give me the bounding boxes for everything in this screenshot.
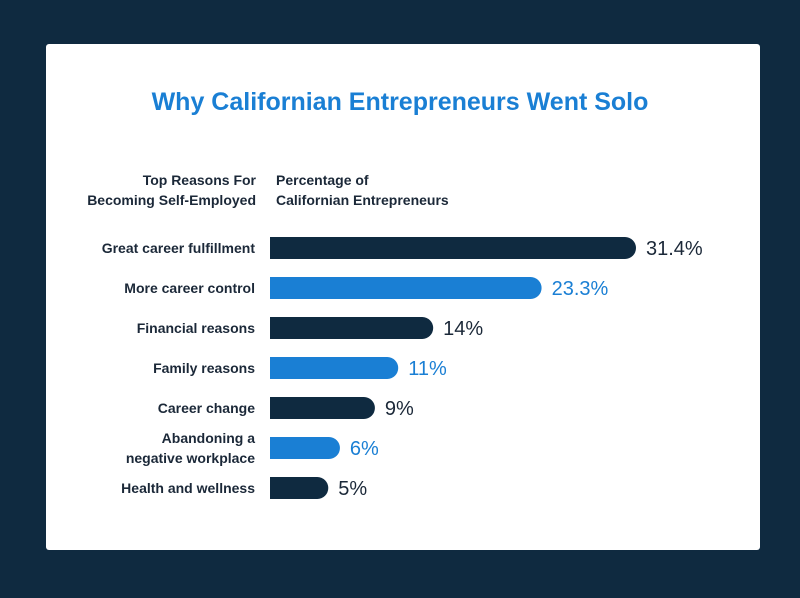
- value-label: 6%: [350, 438, 379, 460]
- bar: [270, 477, 329, 499]
- value-header-line-1: Percentage of: [276, 172, 369, 188]
- category-header-line-1: Top Reasons For: [142, 172, 256, 188]
- value-label: 14%: [443, 318, 483, 340]
- category-label: Abandoning a: [162, 430, 256, 446]
- bar: [270, 317, 434, 339]
- bar: [270, 357, 399, 379]
- category-label: Great career fulfillment: [102, 240, 256, 256]
- value-label: 5%: [338, 478, 367, 500]
- category-label: Financial reasons: [137, 320, 255, 336]
- bar: [270, 277, 542, 299]
- value-column-header: Percentage of Californian Entrepreneurs: [276, 170, 536, 210]
- bar: [270, 437, 340, 459]
- bar: [270, 237, 636, 259]
- value-label: 23.3%: [552, 278, 609, 300]
- category-label: More career control: [124, 280, 255, 296]
- category-label: Career change: [158, 400, 255, 416]
- value-label: 31.4%: [646, 238, 703, 260]
- category-header-line-2: Becoming Self-Employed: [87, 192, 256, 208]
- value-header-line-2: Californian Entrepreneurs: [276, 192, 449, 208]
- category-label: negative workplace: [126, 450, 255, 466]
- category-column-header: Top Reasons For Becoming Self-Employed: [60, 170, 256, 210]
- category-label: Health and wellness: [121, 480, 255, 496]
- value-label: 11%: [408, 358, 447, 380]
- bar: [270, 397, 375, 419]
- value-label: 9%: [385, 398, 414, 420]
- chart-title: Why Californian Entrepreneurs Went Solo: [151, 88, 649, 116]
- category-label: Family reasons: [153, 360, 255, 376]
